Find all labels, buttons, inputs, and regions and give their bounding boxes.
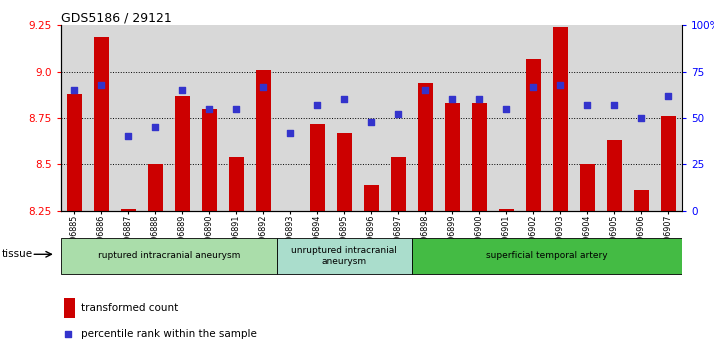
Bar <box>418 83 433 211</box>
Point <box>231 106 242 111</box>
Bar <box>391 157 406 211</box>
Point <box>285 130 296 136</box>
Point <box>528 83 539 89</box>
Bar <box>64 298 75 318</box>
Bar <box>94 37 109 211</box>
Bar <box>67 94 81 211</box>
Bar <box>228 157 243 211</box>
Point <box>258 83 269 89</box>
Point <box>608 102 620 108</box>
Point <box>96 82 107 87</box>
Point <box>420 87 431 93</box>
Text: percentile rank within the sample: percentile rank within the sample <box>81 329 256 339</box>
FancyBboxPatch shape <box>277 238 412 274</box>
Bar <box>499 209 514 211</box>
Bar <box>580 164 595 211</box>
Text: ruptured intracranial aneurysm: ruptured intracranial aneurysm <box>98 252 240 260</box>
Text: transformed count: transformed count <box>81 303 178 313</box>
Bar <box>175 96 190 211</box>
Bar <box>661 116 675 211</box>
Point <box>176 87 188 93</box>
Bar <box>337 133 352 211</box>
Point <box>62 331 74 337</box>
Bar <box>634 190 649 211</box>
Point <box>501 106 512 111</box>
Point <box>149 125 161 130</box>
Bar <box>526 59 540 211</box>
Point <box>446 97 458 102</box>
Bar <box>121 209 136 211</box>
Point <box>123 134 134 139</box>
Point <box>473 97 485 102</box>
Point <box>582 102 593 108</box>
Point <box>555 82 566 87</box>
FancyBboxPatch shape <box>61 238 277 274</box>
Bar <box>148 164 163 211</box>
Point <box>635 115 647 121</box>
Point <box>366 119 377 125</box>
Bar <box>553 27 568 211</box>
Point <box>69 87 80 93</box>
Text: tissue: tissue <box>2 249 34 259</box>
Bar <box>202 109 216 211</box>
Text: unruptured intracranial
aneurysm: unruptured intracranial aneurysm <box>291 246 397 266</box>
Bar <box>607 140 622 211</box>
Point <box>338 97 350 102</box>
Text: GDS5186 / 29121: GDS5186 / 29121 <box>61 11 171 24</box>
Text: superficial temporal artery: superficial temporal artery <box>486 252 608 260</box>
Bar <box>310 123 325 211</box>
Point <box>203 106 215 111</box>
Point <box>663 93 674 99</box>
Point <box>311 102 323 108</box>
Bar <box>256 70 271 211</box>
Point <box>393 111 404 117</box>
Bar <box>364 185 378 211</box>
FancyBboxPatch shape <box>412 238 682 274</box>
Bar <box>445 103 460 211</box>
Bar <box>472 103 487 211</box>
